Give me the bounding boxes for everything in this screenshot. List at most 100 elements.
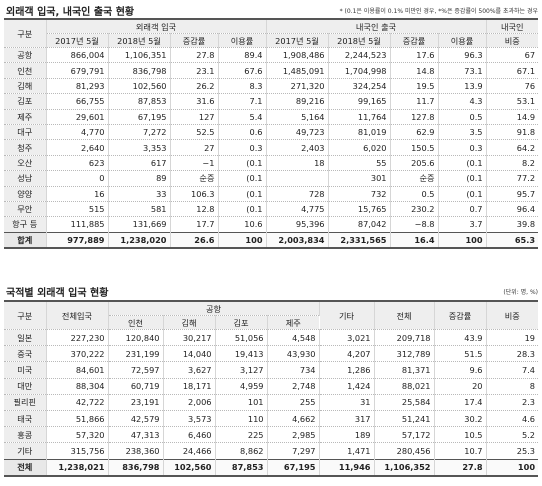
- row-label: 공항: [4, 47, 47, 64]
- table-cell: 4,959: [215, 378, 268, 395]
- table-cell: 26.6: [170, 231, 219, 250]
- table-cell: 88,304: [46, 378, 109, 395]
- table-cell: 7.1: [218, 93, 267, 110]
- header-total-entry: 전체입국: [46, 300, 109, 330]
- table-cell: 19.5: [390, 78, 439, 95]
- table-cell: 18,171: [163, 378, 216, 395]
- table-cell: 52.5: [170, 124, 219, 141]
- table-cell: 76: [486, 78, 539, 95]
- table-cell: 3,573: [163, 410, 216, 428]
- table-cell: 1,286: [319, 361, 375, 379]
- table-cell: 189: [319, 426, 375, 444]
- table-cell: 3.7: [438, 216, 487, 233]
- table1-note: * (0.1은 이용률이 0.1% 미만인 경우, *%은 증감률이 500%를…: [339, 8, 538, 15]
- table-cell: 13.9: [438, 78, 487, 95]
- table-cell: 2,748: [267, 378, 320, 395]
- table-cell: 617: [108, 155, 171, 172]
- header-incheon: 인천: [108, 315, 164, 330]
- header-change-rate: 증감률: [434, 300, 487, 330]
- table-cell: 581: [108, 201, 171, 218]
- table-cell: 1,471: [319, 442, 375, 460]
- table-row: 성남 0 89 순증 (0.1 301 순증 (0.1 77.2: [4, 170, 539, 187]
- header-airport: 공항: [108, 300, 320, 316]
- table-cell: 26.2: [170, 78, 219, 95]
- table-row: 청주 2,640 3,353 27 0.3 2,403 6,020 150.5 0.3 64.2: [4, 139, 539, 156]
- table-cell: 255: [267, 394, 320, 411]
- table-cell: 27.8: [170, 47, 219, 64]
- table-cell: 25.3: [486, 442, 539, 460]
- header-col: 2018년 5월: [108, 33, 171, 48]
- table-cell: 4,662: [267, 410, 320, 428]
- table-cell: 9.6: [434, 361, 487, 379]
- header-domestic-share-line2: 비중: [486, 33, 539, 48]
- table-cell: 4,548: [267, 329, 320, 347]
- table-cell: 23,191: [108, 394, 164, 411]
- header-foreign-arrivals: 외래객 입국: [46, 18, 267, 34]
- table-cell: 5.4: [218, 109, 267, 125]
- row-label: 중국: [4, 345, 47, 363]
- table-cell: 43.9: [434, 329, 487, 347]
- table-cell: 72,597: [108, 361, 164, 379]
- table-cell: 15,765: [328, 201, 391, 218]
- table-cell: 127: [170, 109, 219, 125]
- table-cell: 31.6: [170, 93, 219, 110]
- row-label: 항구 등: [4, 216, 47, 233]
- table-cell: 84,601: [46, 361, 109, 379]
- row-label: 전체: [4, 458, 47, 477]
- table-cell: 89.4: [218, 47, 267, 64]
- table-cell: 4,775: [266, 201, 329, 218]
- table-cell: 0.7: [438, 201, 487, 218]
- table-cell: 89: [108, 170, 171, 187]
- table-row: 김해 81,293 102,560 26.2 8.3 271,320 324,254 19.5…: [4, 78, 539, 95]
- table-cell: 280,456: [374, 442, 435, 460]
- header-domestic-departures: 내국인 출국: [266, 18, 487, 34]
- table-cell: 17.4: [434, 394, 487, 411]
- table-cell: 51,241: [374, 410, 435, 428]
- table-cell: 100: [486, 458, 539, 477]
- table-cell: 8,862: [215, 442, 268, 460]
- table-cell: 150.5: [390, 139, 439, 156]
- table-cell: 30.2: [434, 410, 487, 428]
- table-cell: −1: [170, 155, 219, 172]
- table-cell: 4,207: [319, 345, 375, 363]
- header-domestic-share-line1: 내국인: [486, 18, 539, 34]
- table-cell: 1,238,021: [46, 458, 109, 477]
- table-cell: 순증: [170, 170, 219, 187]
- table-cell: 866,004: [46, 47, 109, 64]
- row-label: 김해: [4, 78, 47, 95]
- table-cell: 2,640: [46, 139, 109, 156]
- nationality-arrivals-table: 구분 전체입국 공항 기타 전체 증감률 비중 인천 김해 김포 제주 일본 22…: [4, 300, 539, 477]
- table-cell: 3,627: [163, 361, 216, 379]
- table-cell: 96.3: [438, 47, 487, 64]
- table-cell: 120,840: [108, 329, 164, 347]
- table-cell: 77.2: [486, 170, 539, 187]
- table-cell: 836,798: [108, 458, 164, 477]
- arrival-departure-table: 구분 외래객 입국 내국인 출국 내국인 2017년 5월 2018년 5월 증…: [4, 18, 539, 250]
- row-label: 성남: [4, 170, 47, 187]
- header-other: 기타: [319, 300, 375, 330]
- table-cell: 238,360: [108, 442, 164, 460]
- table-cell: 732: [328, 186, 391, 202]
- table-cell: 51,866: [46, 410, 109, 428]
- row-label: 양양: [4, 186, 47, 202]
- row-label: 무안: [4, 201, 47, 218]
- table-cell: −8.8: [390, 216, 439, 233]
- header-col: 2017년 5월: [46, 33, 109, 48]
- table-cell: 131,669: [108, 216, 171, 233]
- table-cell: 81,371: [374, 361, 435, 379]
- table-cell: 1,704,998: [328, 62, 391, 79]
- table-cell: 42,579: [108, 410, 164, 428]
- table-row: 필리핀 42,722 23,191 2,006 101 255 31 25,584 17.4 2.…: [4, 394, 539, 411]
- table-cell: 315,756: [46, 442, 109, 460]
- header-gimpo: 김포: [215, 315, 268, 330]
- table-cell: 101: [215, 394, 268, 411]
- header-jeju: 제주: [267, 315, 320, 330]
- table-row: 태국 51,866 42,579 3,573 110 4,662 317 51,241 30.2…: [4, 410, 539, 428]
- table-cell: 0.6: [218, 124, 267, 141]
- table-cell: (0.1: [218, 170, 267, 187]
- table-cell: 1,485,091: [266, 62, 329, 79]
- table-total-row: 합계 977,889 1,238,020 26.6 100 2,003,834 2,331,…: [4, 231, 539, 250]
- table-cell: 111,885: [46, 216, 109, 233]
- table-cell: 10.5: [434, 426, 487, 444]
- table-cell: 27: [170, 139, 219, 156]
